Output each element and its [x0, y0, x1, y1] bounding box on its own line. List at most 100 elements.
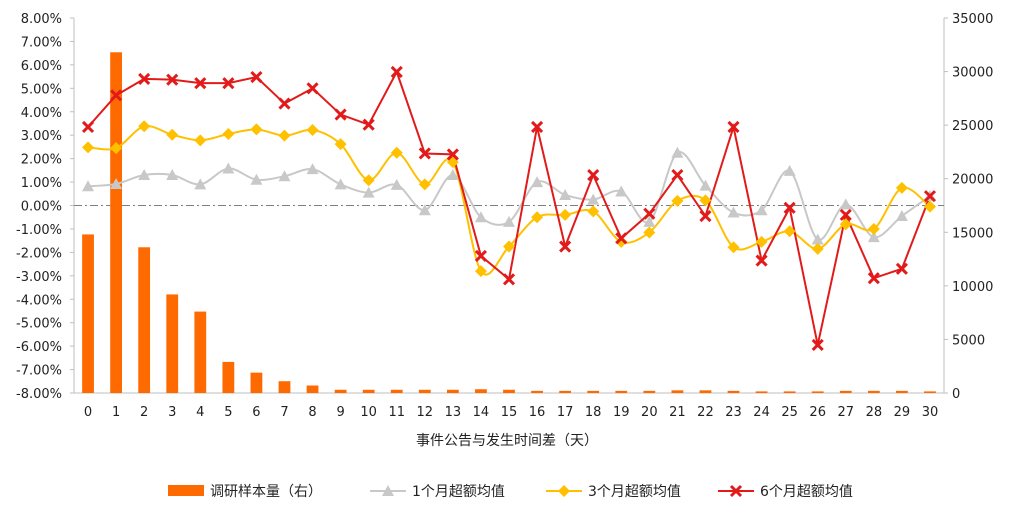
series-3-point — [839, 208, 852, 221]
series-1-point — [390, 178, 403, 190]
x-tick-label: 1 — [112, 405, 120, 420]
series-1-point — [559, 188, 572, 200]
series-1-point — [699, 179, 712, 191]
series-3-point — [699, 209, 712, 223]
y-left-tick-label: 6.00% — [21, 59, 62, 74]
y-left-tick-label: 8.00% — [21, 12, 62, 27]
bar — [643, 390, 656, 393]
series-1-point — [110, 177, 123, 189]
series-2-point — [727, 241, 740, 254]
y-right-tick-label: 20000 — [952, 173, 993, 188]
series-2-point — [503, 240, 515, 253]
y-right-tick-label: 15000 — [952, 226, 993, 241]
series-2-point — [474, 265, 487, 278]
bar — [615, 390, 628, 393]
series-3-point — [615, 232, 628, 245]
x-tick-label: 17 — [557, 405, 574, 420]
x-tick-label: 19 — [613, 405, 630, 420]
bar — [867, 390, 880, 393]
bar — [896, 390, 908, 393]
legend-label-bar: 调研样本量（右） — [210, 484, 322, 500]
y-right-tick-label: 0 — [952, 387, 960, 402]
y-left-tick-label: 2.00% — [21, 153, 62, 168]
bar — [475, 389, 487, 393]
series-2-point — [811, 242, 824, 255]
series-3-point — [587, 168, 600, 182]
bar — [587, 390, 600, 393]
series-3-point — [250, 71, 263, 84]
series-1-point — [727, 206, 740, 218]
bar — [755, 391, 768, 393]
series-3-point — [783, 201, 796, 214]
x-tick-label: 18 — [585, 405, 602, 420]
x-tick-label: 5 — [224, 405, 232, 420]
series-2-point — [278, 129, 291, 142]
x-tick-label: 14 — [473, 405, 490, 420]
x-tick-label: 15 — [501, 405, 518, 420]
x-tick-label: 12 — [417, 405, 434, 420]
series-3-point — [895, 262, 908, 275]
series-2-point — [362, 174, 375, 187]
bar — [727, 390, 740, 393]
series-1-point — [306, 163, 319, 175]
series-1-point — [250, 173, 263, 185]
bar — [250, 372, 263, 393]
series-1-point — [503, 215, 515, 227]
legend-label-1: 1个月超额均值 — [412, 484, 505, 500]
series-2-point — [755, 235, 768, 248]
bar — [671, 390, 684, 393]
series-2-point — [250, 123, 263, 136]
legend-label-2: 3个月超额均值 — [588, 484, 681, 500]
bars-layer — [82, 52, 936, 394]
series-1-point — [615, 185, 628, 197]
x-tick-label: 0 — [84, 405, 92, 420]
series-2-point — [222, 128, 235, 141]
x-tick-label: 8 — [308, 405, 316, 420]
bar — [166, 294, 179, 393]
series-2-point — [306, 124, 319, 137]
series-2-point — [531, 211, 544, 224]
y-left-tick-label: 4.00% — [21, 106, 62, 121]
y-left-tick-label: 3.00% — [21, 129, 62, 144]
series-3-point — [110, 89, 123, 102]
bar — [110, 52, 122, 394]
x-tick-label: 16 — [529, 405, 546, 420]
y-left-tick-label: -6.00% — [16, 340, 62, 355]
series-line-3 — [87, 69, 931, 346]
bar — [839, 390, 852, 393]
x-tick-label: 21 — [669, 405, 686, 420]
series-2-point — [699, 194, 712, 207]
x-tick-label: 25 — [781, 405, 798, 420]
series-3-point — [278, 97, 291, 110]
bar — [278, 381, 291, 393]
series-3-point — [559, 240, 572, 253]
x-tick-label: 26 — [809, 405, 826, 420]
x-tick-label: 27 — [838, 405, 855, 420]
series-1-point — [783, 164, 796, 176]
x-tick-label: 22 — [697, 405, 714, 420]
bar — [699, 390, 712, 393]
series-3-point — [138, 72, 151, 85]
series-3-point — [222, 77, 235, 90]
y-left-tick-label: 0.00% — [21, 200, 62, 215]
x-axis-title: 事件公告与发生时间差（天） — [416, 433, 598, 449]
bar — [503, 389, 515, 393]
series-1-point — [446, 169, 459, 181]
y-right-tick-label: 5000 — [952, 333, 985, 348]
series-2-point — [194, 134, 207, 147]
x-tick-label: 30 — [922, 405, 939, 420]
series-3-point — [755, 254, 768, 267]
ticks-layer: 8.00% 7.00% 6.00% 5.00% 4.00% 3.00% 2.00% 1.00%… — [16, 12, 993, 420]
legend-marker-2 — [558, 485, 570, 497]
series-2-point — [867, 222, 880, 235]
series-1-point — [278, 170, 291, 182]
y-left-tick-label: -7.00% — [16, 364, 62, 379]
series-3-point — [531, 120, 544, 134]
bar — [531, 390, 543, 393]
x-tick-label: 13 — [445, 405, 462, 420]
series-3-point — [362, 118, 375, 131]
bar — [418, 389, 431, 393]
y-left-tick-label: -1.00% — [16, 223, 62, 238]
series-3-point — [166, 73, 179, 86]
series-2-point — [110, 142, 123, 155]
